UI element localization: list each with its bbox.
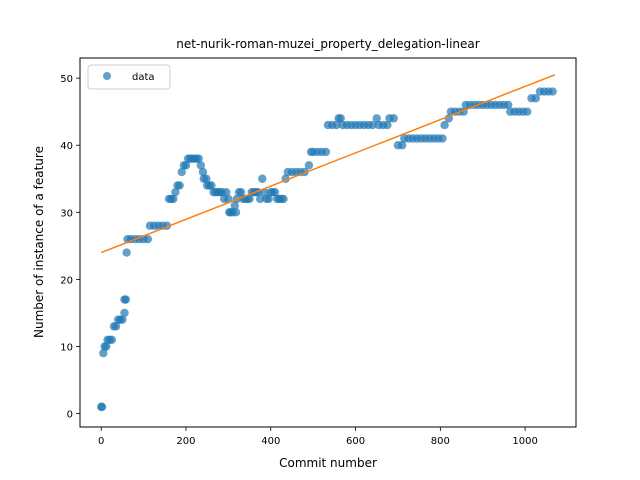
fit-line (100, 74, 556, 254)
x-tick-label-1000: 1000 (512, 436, 537, 447)
data-point-150 (523, 107, 532, 116)
x-tick-label-200: 200 (176, 436, 195, 447)
data-point-44 (198, 167, 208, 177)
y-tick-label-50: 50 (60, 74, 73, 85)
legend-label-data: data (132, 72, 155, 83)
data-point-61 (230, 201, 239, 210)
data-point-128 (438, 134, 447, 143)
data-point-13 (120, 308, 129, 318)
data-point-65 (236, 187, 246, 197)
data-point-78 (264, 194, 273, 204)
data-point-102 (336, 114, 345, 123)
data-point-100 (332, 120, 341, 130)
data-point-22 (143, 234, 153, 244)
data-point-15 (121, 295, 130, 304)
data-point-156 (548, 87, 557, 96)
data-point-69 (245, 194, 254, 204)
data-point-49 (207, 181, 216, 190)
chart-title: net-nurik-roman-muzei_property_delegatio… (176, 37, 479, 51)
y-axis-label: Number of instance of a feature (32, 146, 46, 338)
x-tick-label-600: 600 (346, 436, 365, 447)
data-point-75 (258, 174, 267, 183)
data-point-97 (321, 147, 331, 157)
data-point-152 (531, 94, 540, 103)
data-point-31 (171, 187, 180, 197)
data-point-111 (372, 114, 381, 123)
data-point-145 (503, 100, 513, 110)
data-point-9 (111, 322, 121, 331)
data-point-129 (440, 120, 449, 130)
data-point-74 (255, 194, 265, 204)
data-point-4 (102, 342, 111, 351)
data-point-36 (181, 161, 191, 170)
x-tick-label-0: 0 (98, 436, 104, 447)
axes-frame (79, 57, 577, 428)
plot-area (79, 57, 577, 428)
data-point-7 (107, 335, 116, 344)
data-point-110 (368, 120, 377, 130)
data-point-16 (122, 248, 131, 257)
data-point-85 (279, 194, 288, 204)
data-point-30 (169, 194, 178, 204)
data-point-1 (97, 402, 107, 412)
data-point-114 (383, 120, 392, 130)
x-tick-label-800: 800 (431, 436, 450, 447)
data-point-81 (270, 187, 280, 197)
data-point-62 (231, 208, 241, 217)
y-tick-label-40: 40 (60, 141, 73, 152)
x-axis-label: Commit number (279, 456, 377, 470)
data-point-2 (99, 349, 108, 358)
y-tick-label-20: 20 (60, 275, 73, 286)
data-point-33 (175, 181, 184, 190)
data-point-12 (118, 315, 127, 324)
y-axis-ticks: 0 10 20 30 40 50 (60, 74, 80, 421)
y-tick-label-10: 10 (60, 342, 73, 353)
data-point-42 (194, 154, 203, 163)
x-tick-label-400: 400 (261, 436, 280, 447)
y-tick-label-0: 0 (67, 410, 73, 421)
data-layer (97, 74, 557, 412)
data-point-118 (397, 141, 407, 150)
data-point-46 (202, 174, 211, 183)
legend-marker-data (103, 72, 111, 80)
data-point-34 (177, 167, 186, 177)
legend-box (87, 64, 171, 90)
x-axis-ticks: 0 200 400 600 800 1000 (98, 427, 538, 447)
data-point-116 (389, 114, 398, 123)
legend: data (87, 64, 171, 90)
data-point-43 (196, 161, 206, 170)
data-point-92 (304, 161, 314, 170)
data-point-57 (224, 194, 233, 204)
y-tick-label-30: 30 (60, 208, 73, 219)
data-point-56 (222, 187, 231, 197)
